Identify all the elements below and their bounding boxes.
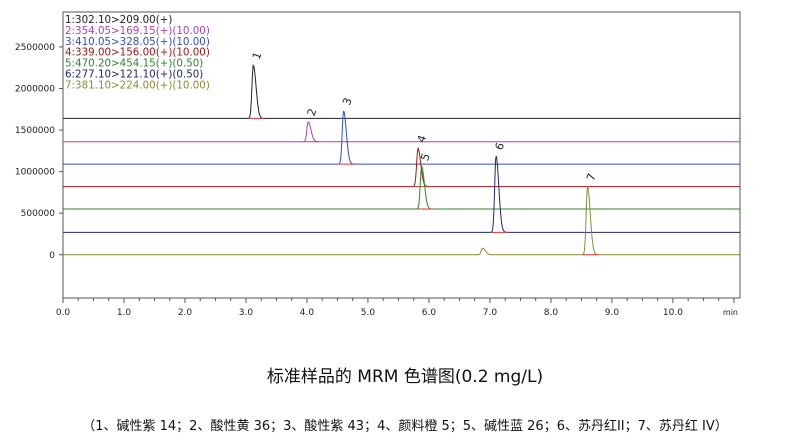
peak-label: 7 — [584, 172, 599, 183]
series-1-trace — [63, 64, 740, 119]
x-axis-label: min — [723, 308, 738, 317]
y-tick-label: 1500000 — [15, 126, 55, 136]
x-tick-label: 10.0 — [663, 308, 683, 318]
peak-label: 6 — [493, 141, 508, 152]
x-tick-label: 3.0 — [239, 308, 254, 318]
legend-entry: 1:302.10>209.00(+) — [65, 14, 172, 26]
figure-title: 标准样品的 MRM 色谱图(0.2 mg/L) — [266, 367, 544, 387]
y-tick-label: 0 — [49, 251, 55, 261]
series-7-trace — [63, 186, 740, 256]
x-tick-label: 8.0 — [544, 308, 559, 318]
legend-entry: 5:470.20>454.15(+)(0.50) — [65, 58, 203, 70]
y-tick-label: 500000 — [21, 209, 56, 219]
y-tick-label: 2500000 — [15, 43, 55, 53]
chromatogram-chart: 0 500000 1000000 1500000 2000000 2500000 0.0 1.… — [15, 11, 741, 318]
peak-label: 3 — [340, 96, 355, 107]
legend-entry: 7:381.10>224.00(+)(10.00) — [65, 79, 210, 91]
series-2-trace — [63, 121, 740, 143]
legend-entry: 6:277.10>121.10(+)(0.50) — [65, 69, 203, 81]
series-5-trace — [63, 165, 740, 210]
x-tick-label: 1.0 — [117, 308, 132, 318]
x-tick-label: 5.0 — [361, 308, 376, 318]
plot-frame — [62, 11, 741, 299]
x-tick-label: 7.0 — [483, 308, 498, 318]
series-3-trace — [63, 110, 740, 165]
legend-entry: 2:354.05>169.15(+)(10.00) — [65, 25, 210, 37]
x-tick-label: 2.0 — [178, 308, 193, 318]
series-6-trace — [63, 156, 740, 233]
x-tick-label: 6.0 — [422, 308, 437, 318]
peak-label: 5 — [418, 152, 433, 163]
y-tick-label: 2000000 — [15, 84, 55, 94]
x-tick-label: 0.0 — [56, 308, 71, 318]
x-tick-label: 9.0 — [605, 308, 620, 318]
series-4-trace — [63, 146, 740, 188]
figure-caption: （1、碱性紫 14；2、酸性黄 36；3、酸性紫 43；4、颜料橙 5；5、碱性… — [82, 419, 728, 434]
x-tick-label: 4.0 — [300, 308, 315, 318]
peak-label: 4 — [415, 133, 430, 144]
peak-label: 2 — [305, 107, 320, 118]
legend-entry: 4:339.00>156.00(+)(10.00) — [65, 47, 210, 59]
peak-label: 1 — [250, 50, 265, 61]
y-tick-label: 1000000 — [15, 168, 55, 178]
legend-entry: 3:410.05>328.05(+)(10.00) — [65, 36, 210, 48]
